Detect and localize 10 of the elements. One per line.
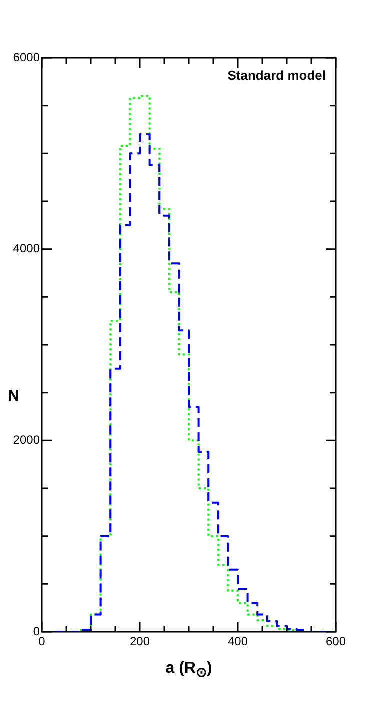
x-tick-label: 200 [130, 634, 150, 649]
y-tick-label: 2000 [13, 432, 40, 447]
x-tick-label: 400 [228, 634, 248, 649]
x-axis-title: a (R$_{⊙}$) [164, 660, 214, 680]
y-tick-label: 6000 [13, 50, 40, 64]
y-tick-label: 0 [33, 624, 40, 638]
annotation: Standard model [228, 68, 326, 84]
x-tick-label: 600 [326, 634, 346, 649]
y-axis-title: N [8, 388, 20, 406]
y-tick-label: 4000 [13, 242, 40, 256]
